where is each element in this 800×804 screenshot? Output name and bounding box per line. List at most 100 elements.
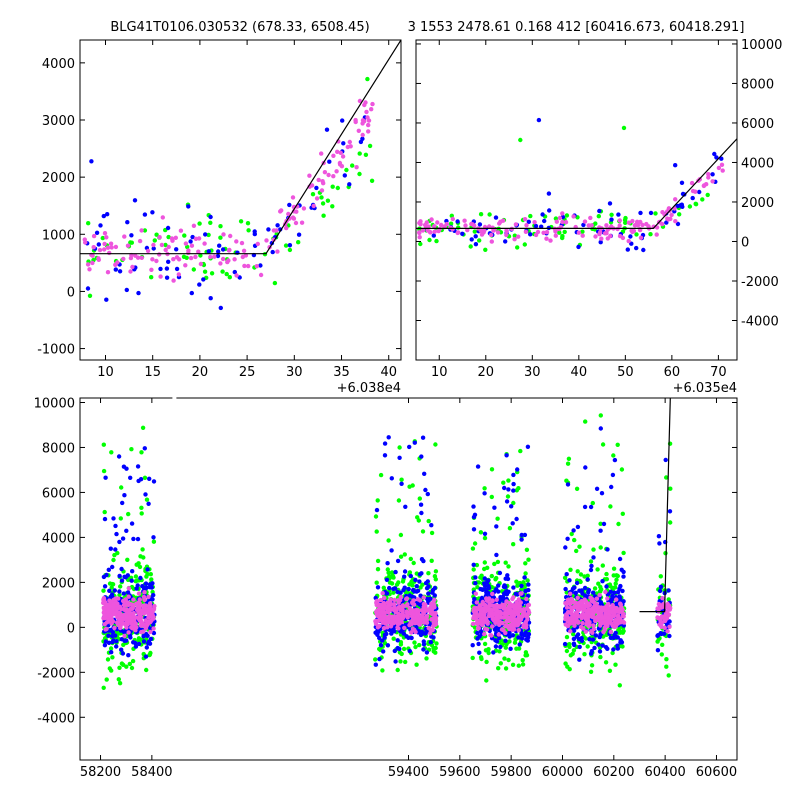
data-point (319, 188, 325, 193)
data-point (570, 599, 575, 604)
data-point (470, 621, 476, 627)
data-point (419, 629, 424, 634)
data-points (101, 413, 673, 690)
data-point (599, 491, 605, 496)
data-point (160, 215, 165, 220)
data-point (382, 635, 387, 640)
data-point (590, 637, 596, 642)
data-point (511, 542, 516, 547)
data-point (410, 583, 415, 588)
data-point (150, 257, 155, 262)
data-points (82, 76, 375, 311)
data-point (714, 155, 719, 160)
data-point (502, 656, 507, 661)
data-point (392, 597, 397, 603)
data-point (477, 650, 482, 655)
data-point (502, 485, 507, 491)
data-point (411, 602, 417, 607)
data-point (122, 638, 127, 643)
data-point (369, 107, 374, 112)
data-point (580, 233, 585, 238)
data-point (564, 605, 570, 610)
data-point (493, 577, 498, 582)
data-point (616, 613, 621, 618)
data-point (679, 180, 685, 185)
x-tick-label: 58400 (131, 765, 172, 780)
x-tick-label: 40 (571, 365, 588, 380)
y-tick-label: 2000 (741, 196, 774, 211)
data-point (401, 604, 406, 609)
data-point (572, 537, 577, 543)
data-point (621, 550, 626, 556)
data-point (577, 603, 582, 608)
data-point (377, 613, 383, 619)
x-tick-label: 60000 (542, 765, 583, 780)
data-point (321, 213, 326, 218)
data-point (615, 643, 620, 648)
data-point (575, 595, 580, 600)
y-tick-label: 8000 (741, 77, 774, 92)
data-point (174, 266, 180, 272)
data-point (419, 613, 424, 619)
data-point (274, 228, 279, 233)
data-point (668, 216, 673, 222)
data-point (316, 177, 321, 183)
data-point (429, 601, 434, 606)
data-point (472, 229, 477, 234)
data-point (553, 233, 558, 238)
data-point (151, 630, 157, 636)
data-point (119, 614, 125, 619)
data-point (342, 173, 347, 178)
data-point (433, 645, 438, 651)
data-point (589, 563, 594, 569)
data-point (126, 586, 132, 591)
data-point (620, 630, 625, 635)
data-point (415, 588, 421, 593)
data-point (227, 275, 232, 280)
data-point (377, 635, 382, 641)
data-point (87, 267, 92, 272)
data-point (475, 621, 480, 627)
data-point (322, 170, 328, 175)
data-point (140, 547, 145, 552)
data-point (357, 151, 362, 156)
data-point (503, 614, 508, 619)
data-point (148, 619, 153, 625)
x-tick-label: 30 (524, 365, 541, 380)
data-point (557, 226, 562, 232)
data-point (130, 569, 135, 574)
data-point (148, 629, 153, 635)
data-point (564, 648, 570, 654)
data-point (482, 583, 488, 588)
data-point (655, 639, 660, 644)
data-point (577, 657, 582, 662)
data-point (119, 578, 125, 583)
data-point (668, 486, 673, 491)
data-point (486, 583, 491, 589)
data-point (362, 102, 367, 108)
data-point (408, 620, 413, 625)
data-point (492, 561, 497, 567)
data-point (478, 212, 484, 217)
data-point (377, 656, 382, 662)
data-point (246, 263, 251, 269)
data-point (431, 233, 436, 238)
data-point (270, 249, 275, 255)
data-point (128, 615, 133, 620)
data-point (373, 662, 378, 667)
data-point (406, 586, 411, 592)
data-point (498, 596, 503, 602)
data-point (151, 607, 156, 612)
data-point (101, 606, 107, 611)
data-point (164, 275, 170, 280)
data-point (604, 231, 609, 236)
data-point (389, 570, 395, 575)
data-point (103, 475, 108, 480)
data-point (710, 179, 715, 184)
data-point (132, 198, 138, 203)
data-point (221, 232, 226, 237)
data-point (480, 587, 485, 592)
data-point (589, 223, 594, 228)
data-point (511, 585, 516, 590)
data-point (500, 218, 506, 223)
